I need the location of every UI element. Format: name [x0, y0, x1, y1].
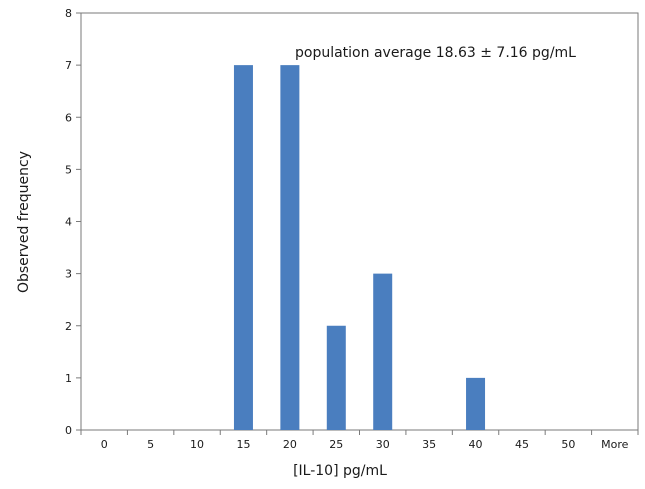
y-axis-title: Observed frequency — [16, 151, 32, 293]
y-tick-label: 0 — [65, 424, 72, 437]
y-tick-label: 1 — [65, 372, 72, 385]
x-tick-label: 10 — [190, 438, 204, 451]
histogram-bar — [466, 377, 486, 430]
x-tick-label: 35 — [422, 438, 436, 451]
y-tick-label: 4 — [65, 216, 72, 229]
y-tick-label: 8 — [65, 7, 72, 20]
x-axis-ticks: 0 5 10 15 20 25 30 35 40 45 50 More — [80, 430, 639, 451]
y-tick-label: 3 — [65, 268, 72, 281]
histogram-bar — [373, 273, 393, 430]
x-axis-title: [IL-10] pg/mL — [293, 463, 387, 479]
y-tick-label: 7 — [65, 59, 72, 72]
y-tick-label: 6 — [65, 111, 72, 124]
x-tick-label: 15 — [236, 438, 250, 451]
x-tick-label: 50 — [561, 438, 575, 451]
plot-frame — [80, 12, 639, 431]
y-axis-ticks: 0 1 2 3 4 5 6 7 8 — [65, 7, 81, 437]
x-tick-label: More — [601, 438, 629, 451]
x-tick-label: 45 — [515, 438, 529, 451]
histogram-bar — [233, 65, 253, 430]
x-tick-label: 40 — [469, 438, 483, 451]
x-tick-label: 20 — [283, 438, 297, 451]
histogram-bar — [280, 65, 300, 430]
chart-annotation: population average 18.63 ± 7.16 pg/mL — [295, 45, 576, 61]
x-tick-label: 25 — [329, 438, 343, 451]
y-tick-label: 5 — [65, 163, 72, 176]
x-tick-label: 5 — [147, 438, 154, 451]
bars-layer — [233, 65, 486, 430]
histogram-bar — [326, 325, 346, 430]
x-tick-label: 0 — [101, 438, 108, 451]
x-tick-label: 30 — [376, 438, 390, 451]
y-tick-label: 2 — [65, 320, 72, 333]
